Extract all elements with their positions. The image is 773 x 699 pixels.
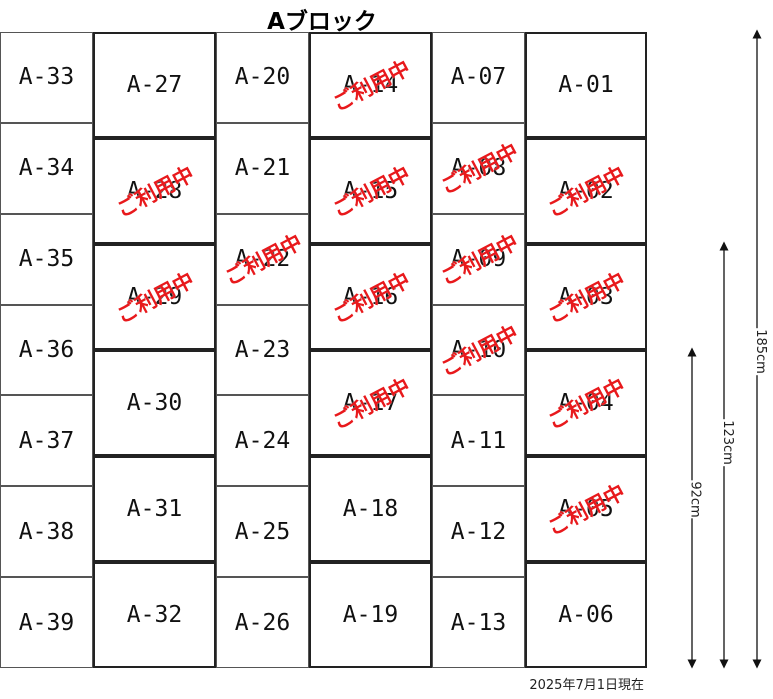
- locker-number: A-34: [18, 155, 75, 182]
- locker-a-02: A-02 ご利用中: [525, 138, 647, 244]
- locker-a-37: A-37: [0, 395, 93, 487]
- locker-a-35: A-35: [0, 213, 93, 305]
- locker-a-36: A-36: [0, 304, 93, 396]
- locker-a-13: A-13: [432, 577, 525, 668]
- locker-a-24: A-24: [216, 395, 309, 487]
- locker-a-22: A-22 ご利用中: [216, 213, 309, 305]
- locker-number: A-18: [342, 496, 399, 522]
- locker-a-05: A-05 ご利用中: [525, 456, 647, 562]
- locker-number: A-03: [558, 284, 614, 310]
- locker-number: A-37: [18, 427, 75, 454]
- locker-a-18: A-18: [309, 456, 432, 562]
- locker-a-26: A-26: [216, 577, 309, 668]
- as-of-date: 2025年7月1日現在: [529, 678, 644, 693]
- locker-a-15: A-15 ご利用中: [309, 138, 432, 244]
- locker-number: A-33: [18, 64, 75, 91]
- locker-number: A-04: [558, 390, 614, 416]
- locker-number: A-07: [450, 64, 507, 91]
- locker-a-33: A-33: [0, 32, 93, 123]
- locker-number: A-27: [126, 72, 183, 98]
- locker-a-34: A-34: [0, 122, 93, 214]
- locker-a-03: A-03 ご利用中: [525, 244, 647, 350]
- locker-number: A-08: [450, 155, 507, 182]
- locker-a-27: A-27: [93, 32, 216, 138]
- locker-number: A-10: [450, 336, 507, 363]
- dimension-label-123: 123cm: [717, 419, 737, 466]
- locker-a-01: A-01: [525, 32, 647, 138]
- locker-number: A-02: [558, 178, 614, 204]
- locker-a-21: A-21: [216, 122, 309, 214]
- locker-number: A-39: [18, 609, 75, 636]
- dimension-label-92: 92cm: [685, 480, 705, 519]
- locker-number: A-14: [342, 72, 399, 98]
- locker-number: A-36: [18, 336, 75, 363]
- locker-a-28: A-28 ご利用中: [93, 138, 216, 244]
- locker-a-11: A-11: [432, 395, 525, 487]
- locker-a-17: A-17 ご利用中: [309, 350, 432, 456]
- locker-number: A-32: [126, 602, 183, 628]
- locker-number: A-17: [342, 390, 399, 416]
- locker-a-19: A-19: [309, 562, 432, 668]
- locker-a-20: A-20: [216, 32, 309, 123]
- locker-number: A-24: [234, 427, 291, 454]
- locker-number: A-20: [234, 64, 291, 91]
- locker-a-04: A-04 ご利用中: [525, 350, 647, 456]
- locker-number: A-01: [558, 72, 614, 98]
- locker-number: A-13: [450, 609, 507, 636]
- locker-number: A-38: [18, 518, 75, 545]
- locker-number: A-15: [342, 178, 399, 204]
- locker-a-07: A-07: [432, 32, 525, 123]
- locker-number: A-31: [126, 496, 183, 522]
- locker-a-16: A-16 ご利用中: [309, 244, 432, 350]
- locker-number: A-21: [234, 155, 291, 182]
- block-title: Aブロック: [267, 9, 377, 35]
- locker-a-30: A-30: [93, 350, 216, 456]
- locker-a-38: A-38: [0, 486, 93, 578]
- locker-number: A-22: [234, 246, 291, 273]
- locker-number: A-19: [342, 602, 399, 628]
- locker-number: A-12: [450, 518, 507, 545]
- locker-number: A-29: [126, 284, 183, 310]
- locker-a-12: A-12: [432, 486, 525, 578]
- locker-number: A-05: [558, 496, 614, 522]
- locker-number: A-06: [558, 602, 614, 628]
- locker-a-29: A-29 ご利用中: [93, 244, 216, 350]
- locker-a-06: A-06: [525, 562, 647, 668]
- locker-a-39: A-39: [0, 577, 93, 668]
- locker-number: A-26: [234, 609, 291, 636]
- locker-a-31: A-31: [93, 456, 216, 562]
- dimension-label-185: 185cm: [750, 328, 770, 375]
- locker-a-09: A-09 ご利用中: [432, 213, 525, 305]
- locker-number: A-09: [450, 246, 507, 273]
- locker-a-10: A-10 ご利用中: [432, 304, 525, 396]
- locker-a-08: A-08 ご利用中: [432, 122, 525, 214]
- locker-number: A-28: [126, 178, 183, 204]
- locker-a-23: A-23: [216, 304, 309, 396]
- locker-a-14: A-14 ご利用中: [309, 32, 432, 138]
- locker-a-32: A-32: [93, 562, 216, 668]
- locker-number: A-11: [450, 427, 507, 454]
- locker-number: A-35: [18, 246, 75, 273]
- locker-number: A-16: [342, 284, 399, 310]
- locker-a-25: A-25: [216, 486, 309, 578]
- locker-number: A-23: [234, 336, 291, 363]
- locker-number: A-25: [234, 518, 291, 545]
- locker-number: A-30: [126, 390, 183, 416]
